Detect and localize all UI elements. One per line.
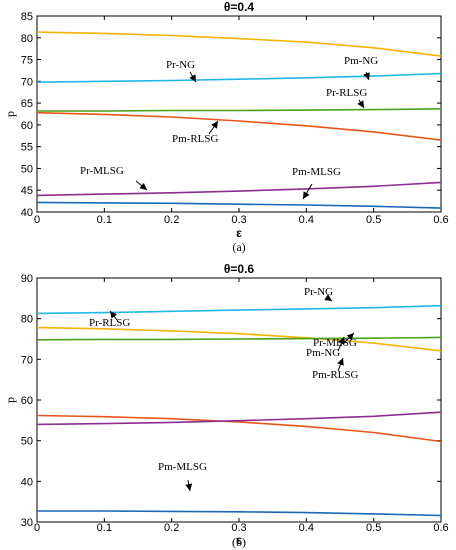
x-tick-label: 0 — [34, 214, 40, 226]
annotation-arrow — [357, 99, 365, 109]
annotation-pm-rlsg: Pm-RLSG — [172, 133, 219, 145]
series-line-pm-ng — [36, 31, 442, 57]
annotation-arrow — [185, 479, 193, 492]
series-line-pr-mlsg — [36, 181, 442, 197]
series-line-pr-rlsg — [37, 108, 442, 112]
chart-panel-2: θ=0.6 0 0.1 0.2 0.3 0.4 0.5 0.6 30 40 50 60 70 80 90 ε p… — [3, 262, 449, 549]
y-tick-label: 90 — [21, 273, 33, 285]
y-axis-label: p — [3, 397, 17, 403]
x-tick-label: 0.6 — [433, 214, 448, 226]
annotation-arrow — [208, 120, 219, 135]
annotation-pr-mlsg: Pr-MLSG — [313, 337, 357, 349]
annotation-pr-rlsg: Pr-RLSG — [326, 87, 367, 99]
series-line-pm-rlsg — [36, 414, 442, 443]
x-tick-label: 0.1 — [97, 522, 112, 534]
x-tick-label: 0.4 — [299, 214, 314, 226]
x-tick-label: 0.2 — [164, 522, 179, 534]
annotation-pm-rlsg: Pm-RLSG — [312, 369, 359, 381]
annotation-arrow — [189, 71, 197, 83]
y-tick-label: 60 — [21, 120, 33, 132]
annotation-pm-mlsg: Pm-MLSG — [158, 461, 207, 473]
annotation-pm-ng: Pm-NG — [306, 347, 340, 359]
y-tick-label: 65 — [21, 98, 33, 110]
series-line-pm-mlsg — [37, 510, 442, 517]
chart-title: θ=0.6 — [224, 262, 255, 276]
x-axis-label: ε — [236, 533, 242, 547]
x-tick-label: 0 — [34, 522, 40, 534]
chart-title: θ=0.4 — [224, 0, 255, 14]
y-tick-label: 50 — [21, 436, 33, 448]
series-line-pm-ng — [36, 326, 442, 352]
x-tick-label: 0.5 — [366, 522, 381, 534]
annotation-arrow — [324, 294, 333, 302]
annotation-pr-ng: Pr-NG — [166, 59, 195, 71]
y-tick-label: 30 — [21, 517, 33, 529]
y-tick-label: 45 — [21, 185, 33, 197]
panel-label: (a) — [232, 240, 245, 254]
y-tick-label: 40 — [21, 207, 33, 219]
annotation-pr-rlsg: Pr-RLSG — [89, 317, 130, 329]
series-line-pr-ng — [36, 304, 442, 315]
chart-panel-1: θ=0.4 0 0.1 0.2 0.3 0.4 0.5 0.6 40 45 50 55 60 65 70 75… — [3, 0, 449, 254]
annotation-arrow — [342, 332, 355, 345]
annotation-pr-mlsg: Pr-MLSG — [80, 165, 124, 177]
y-tick-label: 80 — [21, 314, 33, 326]
series-line-pr-ng — [36, 72, 442, 83]
x-tick-label: 0.3 — [231, 522, 246, 534]
panel-label: (b) — [232, 535, 246, 549]
x-tick-label: 0.3 — [231, 214, 246, 226]
y-tick-label: 40 — [21, 476, 33, 488]
y-tick-label: 70 — [21, 76, 33, 88]
series-line-pr-mlsg — [36, 411, 442, 426]
y-tick-label: 80 — [21, 33, 33, 45]
y-axis-label: p — [3, 111, 17, 117]
x-tick-label: 0.4 — [299, 522, 314, 534]
series-line-pm-mlsg — [36, 201, 442, 209]
annotation-pm-ng: Pm-NG — [344, 55, 378, 67]
x-tick-label: 0.6 — [433, 522, 448, 534]
annotation-pr-ng: Pr-NG — [304, 286, 333, 298]
annotation-pm-mlsg: Pm-MLSG — [292, 166, 341, 178]
y-tick-label: 70 — [21, 354, 33, 366]
annotation-arrow — [302, 183, 313, 200]
x-tick-label: 0.2 — [164, 214, 179, 226]
annotation-arrow — [337, 357, 344, 372]
series-line-pm-rlsg — [36, 111, 442, 141]
plot-frame — [36, 277, 442, 523]
series-line-pr-rlsg — [36, 336, 442, 341]
y-tick-label: 55 — [21, 142, 33, 154]
annotation-arrow — [337, 336, 345, 352]
annotation-arrow — [109, 310, 118, 321]
x-tick-label: 0.5 — [366, 214, 381, 226]
annotation-arrow — [135, 180, 148, 191]
y-tick-label: 60 — [21, 395, 33, 407]
y-tick-label: 50 — [21, 163, 33, 175]
x-axis-label: ε — [236, 226, 242, 240]
x-tick-label: 0.1 — [97, 214, 112, 226]
y-tick-label: 75 — [21, 55, 33, 67]
y-tick-label: 85 — [21, 11, 33, 23]
annotation-arrow — [363, 71, 370, 81]
